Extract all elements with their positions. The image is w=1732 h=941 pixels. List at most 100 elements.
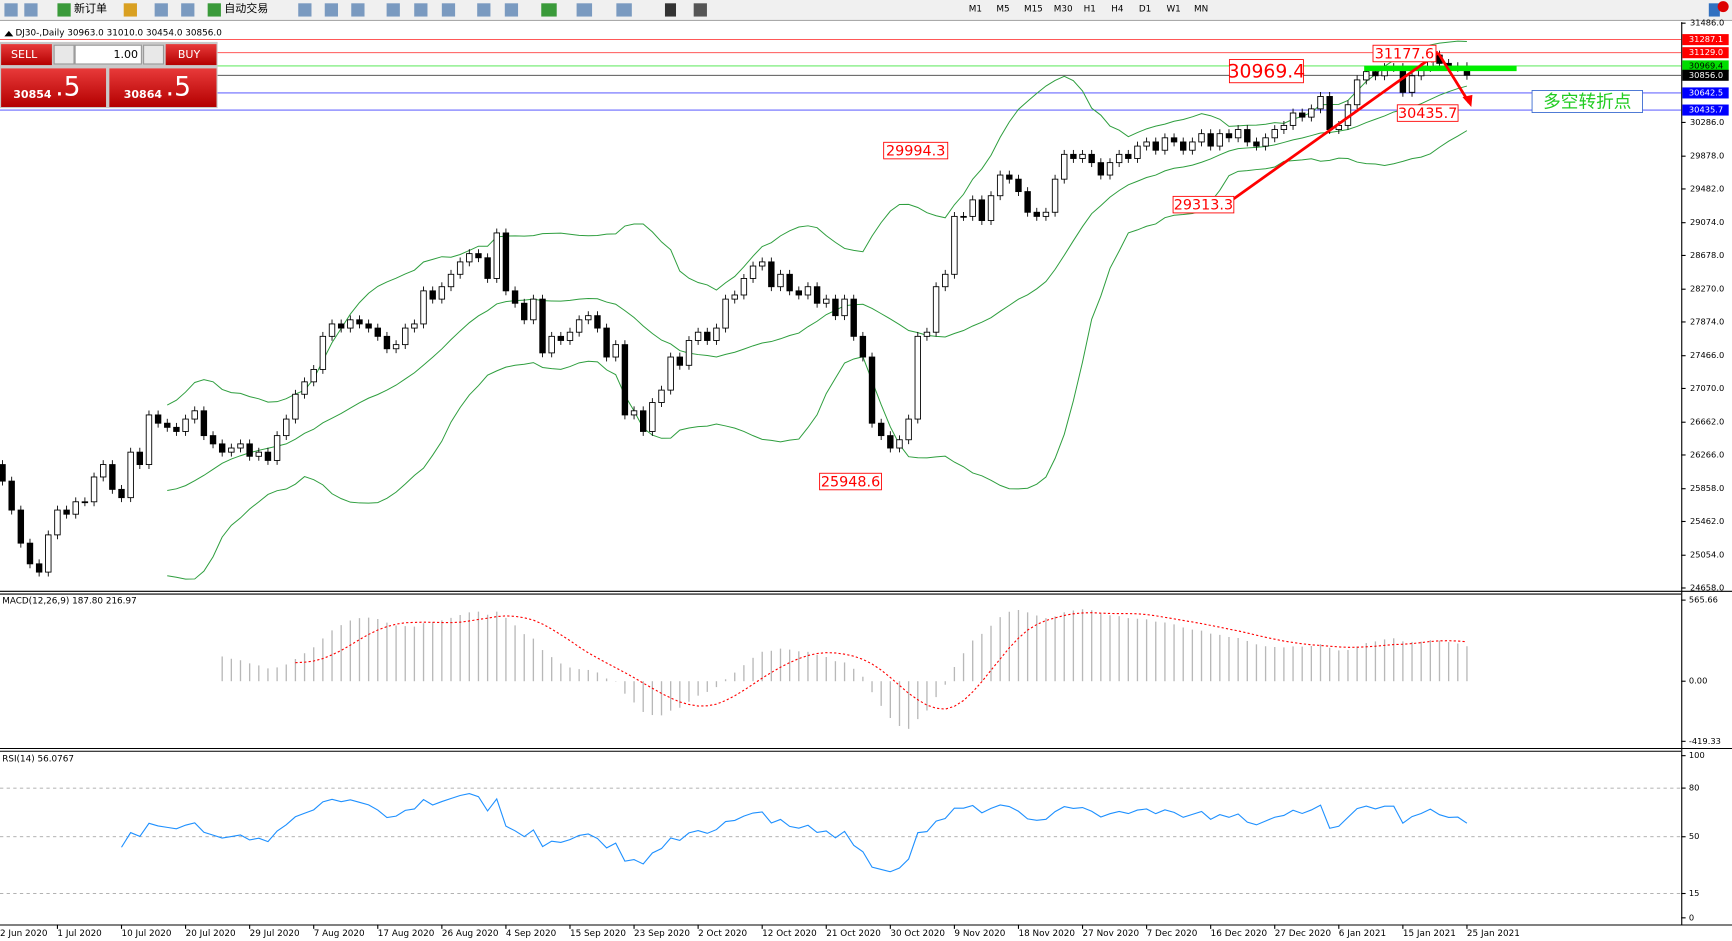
candle	[521, 302, 528, 321]
candle	[218, 443, 226, 453]
annotation-box	[1396, 104, 1459, 122]
buy-price-box[interactable]	[109, 68, 217, 108]
sell-label[interactable]: SELL	[11, 48, 38, 61]
x-tick-label: 2 Jun 2020	[0, 929, 48, 939]
timeframe-button[interactable]: M5	[996, 4, 1009, 14]
timeframe-button[interactable]: H1	[1084, 4, 1096, 14]
candle	[17, 509, 25, 544]
lot-value[interactable]: 1.00	[114, 48, 139, 61]
candle	[118, 488, 125, 499]
candle	[1070, 153, 1077, 159]
symbol-marker	[4, 30, 14, 37]
candle	[978, 199, 986, 221]
y-tick-label: 30286.0	[1690, 117, 1724, 127]
new-order[interactable]: 新订单	[74, 1, 107, 15]
candle	[493, 232, 500, 279]
buy-label[interactable]: BUY	[178, 48, 201, 61]
candle	[173, 426, 180, 432]
auto-trading[interactable]: 自动交易	[224, 1, 268, 15]
y-tick-label: 28270.0	[1690, 284, 1724, 294]
candle	[1289, 112, 1297, 126]
y-tick-label: 28678.0	[1690, 250, 1724, 260]
candle	[786, 273, 793, 292]
buy-price: 30864	[124, 88, 163, 101]
candle	[511, 290, 519, 304]
candle	[81, 501, 89, 504]
timeframe-button[interactable]: D1	[1139, 4, 1151, 14]
candle	[768, 261, 775, 288]
candle	[420, 290, 427, 325]
candle	[1115, 153, 1123, 164]
candle	[649, 402, 656, 432]
lot-up[interactable]	[143, 44, 165, 65]
candle	[832, 298, 839, 317]
candle	[713, 327, 720, 341]
y-tick-label: 26266.0	[1690, 449, 1724, 459]
price-tag	[1682, 87, 1729, 99]
candle	[484, 257, 491, 279]
axes	[0, 22, 1732, 926]
macd-tick-label: 565.66	[1689, 595, 1718, 605]
candle	[456, 261, 464, 275]
candle	[914, 335, 921, 420]
price-tag-label: 30856.0	[1689, 70, 1723, 80]
candle	[704, 331, 711, 341]
candle	[26, 542, 34, 565]
candle	[191, 410, 198, 420]
timeframe-button[interactable]: W1	[1166, 4, 1180, 14]
price-tag	[1682, 60, 1729, 72]
y-tick-label: 27070.0	[1690, 383, 1724, 393]
candle	[1097, 162, 1105, 176]
buy-button[interactable]	[165, 44, 217, 66]
x-tick-label: 26 Aug 2020	[442, 929, 499, 939]
candle	[804, 286, 812, 296]
candle	[557, 335, 565, 341]
candle	[154, 414, 162, 424]
macd-tick-label: -419.33	[1689, 736, 1721, 746]
sell-price-box[interactable]	[1, 68, 107, 108]
annotation: 29313.3	[1174, 198, 1233, 214]
lot-down[interactable]	[53, 44, 75, 65]
candle	[658, 389, 665, 403]
bollinger-band	[167, 85, 1468, 491]
candle	[942, 273, 949, 288]
timeframe-button[interactable]: M30	[1054, 4, 1073, 14]
x-tick-label: 7 Aug 2020	[314, 929, 365, 939]
timeframe-button[interactable]: MN	[1194, 4, 1208, 14]
price-tag-label: 30969.4	[1689, 60, 1723, 70]
candle	[411, 323, 418, 329]
sell-button[interactable]	[1, 44, 52, 66]
macd-panel	[221, 609, 1468, 729]
candle	[54, 509, 61, 536]
candle	[951, 215, 958, 275]
candle	[72, 501, 79, 515]
candle	[676, 356, 684, 366]
candle	[1234, 129, 1242, 139]
timeframe-button[interactable]: M15	[1024, 4, 1043, 14]
candle	[575, 319, 583, 333]
price-tag	[1682, 34, 1729, 46]
candle	[603, 327, 610, 358]
candle	[347, 319, 354, 329]
candle	[667, 356, 674, 391]
candle	[823, 298, 830, 304]
candle	[1161, 137, 1169, 151]
x-tick-label: 15 Sep 2020	[570, 929, 626, 939]
candle	[1006, 174, 1013, 180]
candle	[996, 174, 1004, 197]
candle	[164, 422, 171, 428]
timeframe-button[interactable]: M1	[969, 4, 982, 14]
x-tick-label: 27 Nov 2020	[1083, 929, 1140, 939]
annotations: 30969.4 31177.6 30435.7 29994.3 29313.3 25948…	[819, 44, 1643, 491]
price-tag	[1682, 69, 1729, 81]
y-tick-label: 26662.0	[1690, 417, 1724, 427]
candle	[1372, 71, 1379, 77]
lot-input[interactable]	[74, 44, 142, 65]
timeframe-button[interactable]: H4	[1111, 4, 1124, 14]
candle	[1180, 141, 1187, 151]
annotation-box	[1372, 44, 1437, 63]
price-tag	[1682, 47, 1729, 59]
chart-title: DJ30-,Daily 30963.0 31010.0 30454.0 3085…	[15, 29, 222, 39]
rsi-tick-label: 0	[1689, 912, 1694, 922]
